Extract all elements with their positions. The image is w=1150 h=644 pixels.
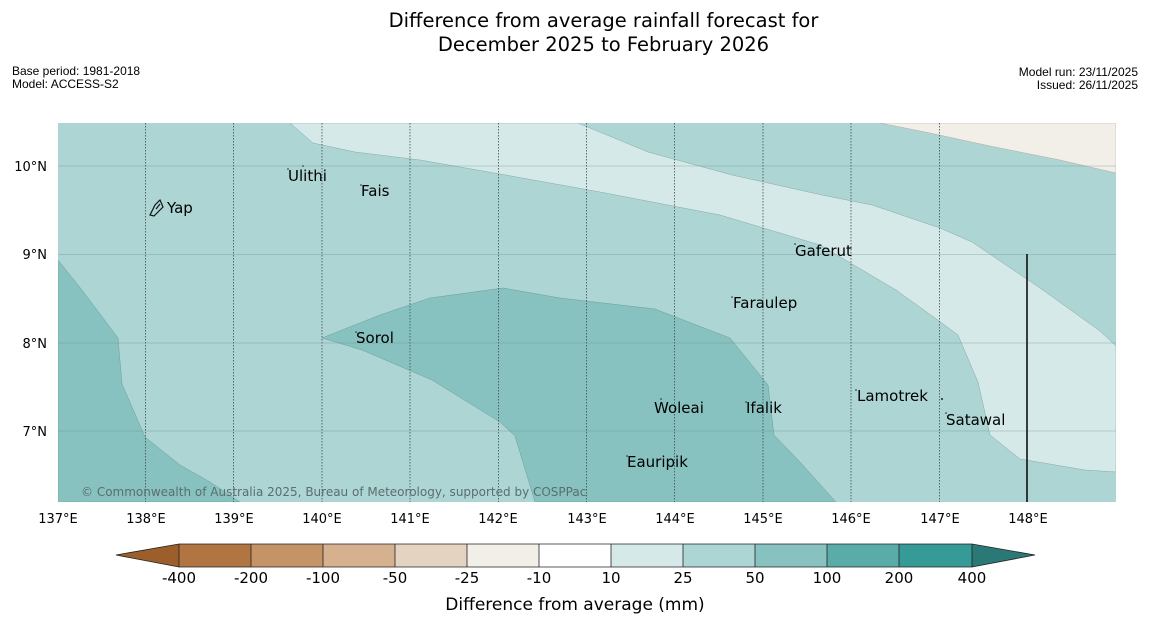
lat-tick: 8°N: [23, 337, 48, 352]
colorbar-tick: -10: [527, 569, 552, 587]
meta-left: Base period: 1981-2018 Model: ACCESS-S2: [12, 65, 140, 91]
lon-tick: 145°E: [743, 512, 783, 527]
place-label: Fais: [361, 182, 390, 200]
title-line-2: December 2025 to February 2026: [437, 33, 770, 56]
colorbar-tick: 10: [601, 569, 620, 587]
copyright-notice: © Commonwealth of Australia 2025, Bureau…: [81, 485, 586, 499]
colorbar-segment: [179, 544, 251, 567]
lon-tick: 144°E: [655, 512, 695, 527]
title-line-1: Difference from average rainfall forecas…: [388, 9, 819, 32]
colorbar-tick: 200: [885, 569, 914, 587]
colorbar-dividers: [178, 544, 973, 567]
yap-island: [149, 198, 164, 217]
place-label: Ulithi: [288, 167, 327, 185]
place-labels: Yap Ulithi Fais Gaferut Faraulep Sorol W…: [166, 167, 1005, 471]
colorbar-ticks: -400 -200 -100 -50 -25 -10 10 25 50 100 …: [162, 569, 986, 587]
colorbar-tick: 400: [958, 569, 987, 587]
colorbar-segment: [395, 544, 467, 567]
meta-right: Model run: 23/11/2025 Issued: 26/11/2025: [1019, 66, 1138, 92]
lat-axis-labels: 10°N 9°N 8°N 7°N: [14, 160, 47, 440]
lon-axis-labels: 137°E 138°E 139°E 140°E 141°E 142°E 143°…: [38, 512, 1048, 527]
graticule: [145, 123, 940, 502]
model-name: Model: ACCESS-S2: [12, 77, 119, 91]
zone-10-25: [289, 123, 1116, 473]
lon-tick: 143°E: [567, 512, 607, 527]
colorbar-tick: -400: [162, 569, 196, 587]
place-label: Faraulep: [733, 294, 797, 312]
colorbar-tick: -100: [306, 569, 340, 587]
map-panel: Yap Ulithi Fais Gaferut Faraulep Sorol W…: [58, 123, 1116, 502]
model-run: Model run: 23/11/2025: [1018, 65, 1138, 79]
zone-50-100-west: [58, 259, 241, 502]
colorbar-segment: [755, 544, 827, 567]
zone-50-100-central: [321, 287, 837, 502]
colorbar-segment: [251, 544, 323, 567]
lon-tick: 137°E: [38, 512, 78, 527]
colorbar-segment: [539, 544, 611, 567]
colorbar-segment: [611, 544, 683, 567]
colorbar-segment: [323, 544, 395, 567]
place-label: Woleai: [654, 399, 704, 417]
zone-minus25-minus10: [879, 123, 1116, 174]
colorbar-segment: [899, 544, 972, 567]
lon-tick: 138°E: [126, 512, 166, 527]
colorbar-segment: [683, 544, 755, 567]
lon-tick: 142°E: [478, 512, 518, 527]
lon-tick: 139°E: [214, 512, 254, 527]
lat-tick: 10°N: [14, 160, 47, 175]
place-label: Sorol: [356, 329, 394, 347]
colorbar-segment: [116, 544, 179, 567]
issued-date: Issued: 26/11/2025: [1036, 78, 1138, 92]
lon-tick: 146°E: [831, 512, 871, 527]
place-label: Satawal: [946, 411, 1005, 429]
colorbar-label: Difference from average (mm): [445, 595, 704, 615]
colorbar-tick: 100: [813, 569, 842, 587]
place-label: Lamotrek: [857, 387, 928, 405]
lon-tick: 141°E: [390, 512, 430, 527]
lon-tick: 148°E: [1008, 512, 1048, 527]
place-label: Yap: [166, 199, 193, 217]
colorbar-segment: [972, 544, 1035, 567]
colorbar-segment: [467, 544, 539, 567]
place-label: Ifalik: [746, 399, 782, 417]
base-period: Base period: 1981-2018: [12, 64, 141, 78]
map-title: Difference from average rainfall forecas…: [0, 9, 1150, 57]
colorbar-tick: -200: [234, 569, 268, 587]
colorbar-segment: [827, 544, 899, 567]
colorbar-tick: 50: [745, 569, 764, 587]
colorbar-tick: -25: [455, 569, 480, 587]
lat-tick: 7°N: [23, 425, 48, 440]
colorbar: -400 -200 -100 -50 -25 -10 10 25 50 100 …: [115, 543, 1036, 615]
lon-tick: 147°E: [920, 512, 960, 527]
lon-tick: 140°E: [302, 512, 342, 527]
island-markers: [287, 165, 947, 457]
place-label: Gaferut: [795, 242, 852, 260]
colorbar-tick: 25: [673, 569, 692, 587]
colorbar-tick: -50: [383, 569, 408, 587]
place-label: Eauripik: [627, 453, 688, 471]
lat-tick: 9°N: [23, 248, 48, 263]
